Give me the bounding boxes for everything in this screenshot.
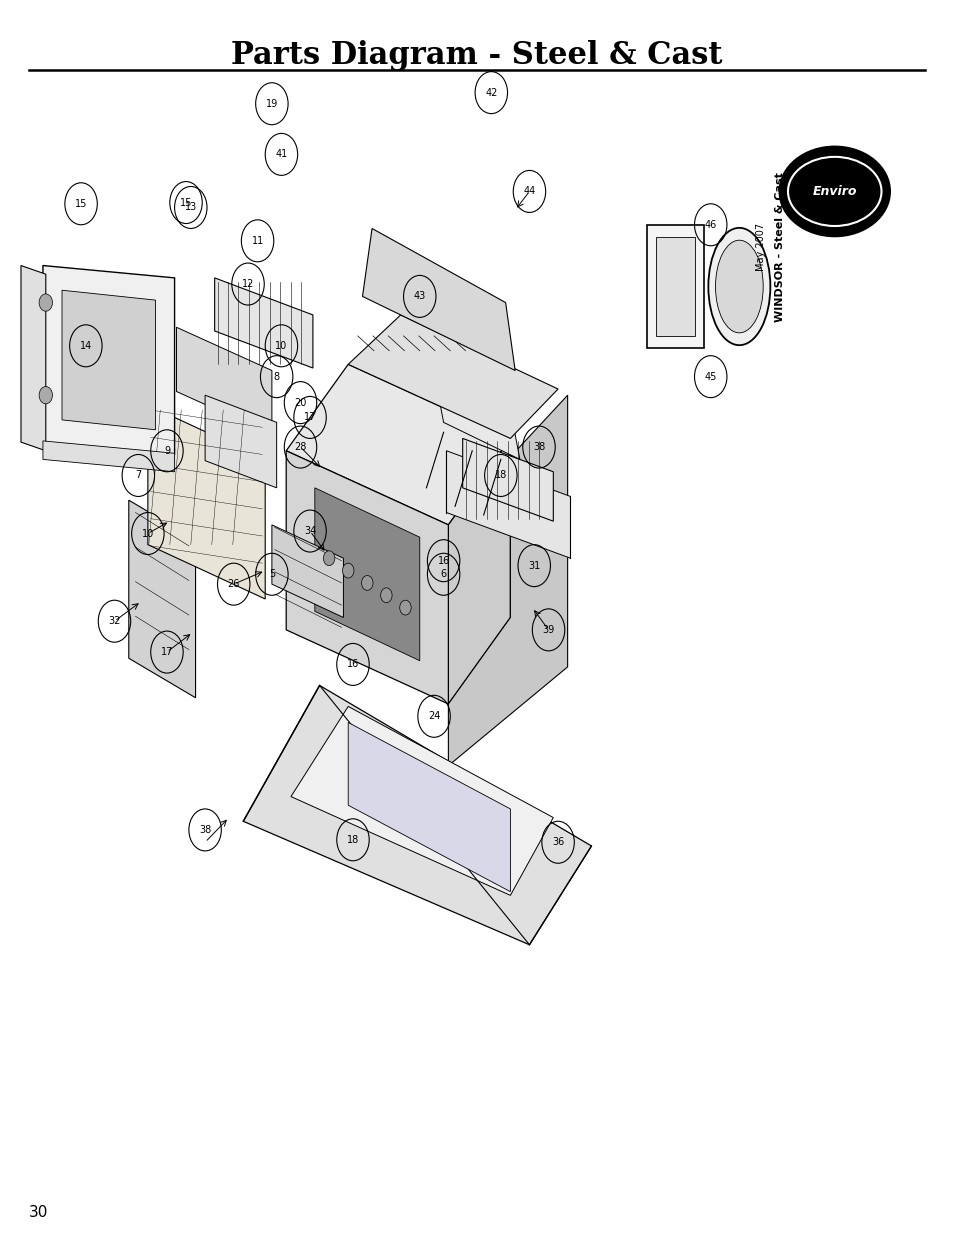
Text: 17: 17 — [304, 412, 315, 422]
Polygon shape — [656, 237, 694, 336]
Text: 6: 6 — [440, 569, 446, 579]
Text: 9: 9 — [164, 446, 170, 456]
Polygon shape — [448, 438, 510, 704]
Polygon shape — [176, 327, 272, 435]
Text: 18: 18 — [347, 835, 358, 845]
Text: 46: 46 — [704, 220, 716, 230]
Text: 34: 34 — [304, 526, 315, 536]
Polygon shape — [21, 266, 46, 451]
Polygon shape — [424, 324, 519, 459]
Text: Enviro: Enviro — [812, 185, 856, 198]
Text: 19: 19 — [266, 99, 277, 109]
Text: WINDSOR - Steel & Cast: WINDSOR - Steel & Cast — [775, 172, 784, 322]
Polygon shape — [43, 441, 174, 472]
Text: 14: 14 — [80, 341, 91, 351]
Polygon shape — [348, 315, 558, 438]
Text: 10: 10 — [275, 341, 287, 351]
Text: 30: 30 — [29, 1205, 48, 1220]
Polygon shape — [448, 395, 567, 766]
Polygon shape — [129, 500, 195, 698]
Polygon shape — [62, 290, 155, 430]
Polygon shape — [43, 266, 174, 454]
Text: 8: 8 — [274, 372, 279, 382]
Text: 12: 12 — [242, 279, 253, 289]
Text: 16: 16 — [437, 556, 449, 566]
Text: 16: 16 — [347, 659, 358, 669]
Ellipse shape — [787, 157, 881, 226]
Polygon shape — [446, 451, 570, 558]
Circle shape — [399, 600, 411, 615]
Circle shape — [361, 576, 373, 590]
Text: 45: 45 — [704, 372, 716, 382]
Polygon shape — [314, 488, 419, 661]
Text: 26: 26 — [228, 579, 239, 589]
Text: 41: 41 — [275, 149, 287, 159]
Polygon shape — [646, 225, 703, 348]
Text: 38: 38 — [199, 825, 211, 835]
Ellipse shape — [779, 147, 888, 236]
Text: 44: 44 — [523, 186, 535, 196]
Text: 20: 20 — [294, 398, 306, 408]
Polygon shape — [362, 228, 515, 370]
Polygon shape — [214, 278, 313, 368]
Circle shape — [342, 563, 354, 578]
Polygon shape — [272, 525, 343, 618]
Polygon shape — [286, 451, 448, 704]
Circle shape — [39, 387, 52, 404]
Text: 5: 5 — [269, 569, 274, 579]
Text: 24: 24 — [428, 711, 439, 721]
Text: 15: 15 — [75, 199, 87, 209]
Ellipse shape — [707, 227, 770, 346]
Polygon shape — [462, 438, 553, 521]
Polygon shape — [348, 722, 510, 892]
Polygon shape — [286, 364, 510, 525]
Polygon shape — [205, 395, 276, 488]
Text: 18: 18 — [495, 471, 506, 480]
Ellipse shape — [715, 240, 762, 332]
Polygon shape — [148, 405, 265, 599]
Text: 28: 28 — [294, 442, 306, 452]
Text: 11: 11 — [252, 236, 263, 246]
Text: Parts Diagram - Steel & Cast: Parts Diagram - Steel & Cast — [231, 40, 722, 72]
Circle shape — [323, 551, 335, 566]
Text: 36: 36 — [552, 837, 563, 847]
Text: May 2007: May 2007 — [756, 224, 765, 270]
Text: 31: 31 — [528, 561, 539, 571]
Text: 39: 39 — [542, 625, 554, 635]
Circle shape — [39, 294, 52, 311]
Text: 43: 43 — [414, 291, 425, 301]
Text: 10: 10 — [142, 529, 153, 538]
Text: 42: 42 — [485, 88, 497, 98]
Text: 15: 15 — [180, 198, 192, 207]
Text: 7: 7 — [135, 471, 141, 480]
Text: 13: 13 — [185, 203, 196, 212]
Text: 38: 38 — [533, 442, 544, 452]
Circle shape — [380, 588, 392, 603]
Text: 32: 32 — [109, 616, 120, 626]
Text: 17: 17 — [161, 647, 172, 657]
Polygon shape — [291, 706, 553, 895]
Polygon shape — [243, 685, 591, 945]
